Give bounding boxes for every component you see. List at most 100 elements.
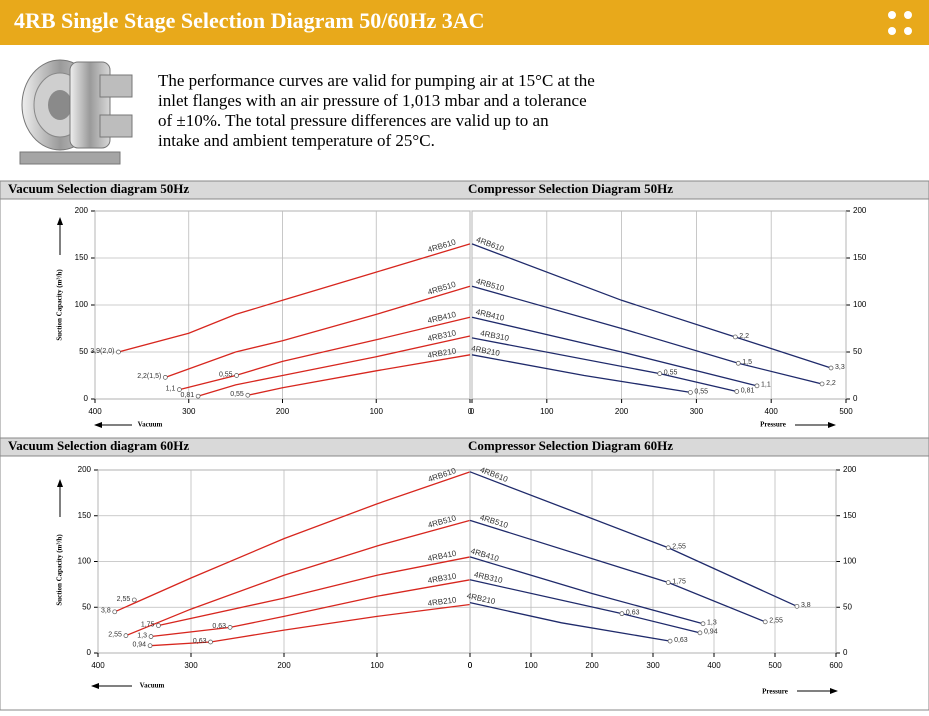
x-tick-label: 400 <box>765 407 779 416</box>
x-tick-label: 300 <box>182 407 196 416</box>
y-tick-label: 200 <box>843 465 857 474</box>
y-tick-label: 150 <box>75 253 89 262</box>
series-line <box>471 354 691 394</box>
x-tick-label: 400 <box>88 407 102 416</box>
annotation-point <box>116 349 121 355</box>
chart-title: Compressor Selection Diagram 50Hz <box>468 181 673 196</box>
annotation-label: 2,55 <box>769 618 783 625</box>
annotation-label: 0,94 <box>704 629 718 636</box>
annotation-label: 1,3 <box>137 632 147 639</box>
series-line <box>247 354 471 396</box>
annotation-point <box>762 619 768 625</box>
annotation-point <box>697 630 703 636</box>
series-label: 4RB410 <box>475 307 506 322</box>
blower-image <box>19 59 133 165</box>
annotation-point <box>734 389 740 394</box>
annotation-point <box>195 393 201 399</box>
series-line <box>150 579 471 638</box>
annotation-label: 0,55 <box>230 391 244 398</box>
y-tick-label: 50 <box>82 602 91 611</box>
series-line <box>118 243 471 353</box>
x-axis-label: Vacuum <box>138 421 163 429</box>
annotation-label: 2,2 <box>826 380 836 387</box>
series-label: 4RB310 <box>427 328 458 343</box>
series-line <box>469 602 671 642</box>
annotation-point <box>754 383 760 389</box>
annotation-label: 1,3 <box>707 620 717 627</box>
annotation-label: 1,75 <box>672 578 686 585</box>
annotation-point <box>735 360 741 366</box>
annotation-label: 0,81 <box>181 392 195 399</box>
annotation-label: 0,55 <box>219 371 233 378</box>
series-line <box>179 316 471 391</box>
header-dots <box>888 11 912 35</box>
annotation-label: 3,8 <box>801 602 811 609</box>
x-tick-label: 100 <box>540 407 554 416</box>
annotation-label: 2,55 <box>117 596 131 603</box>
annotation-point <box>123 633 129 638</box>
x-tick-label: 100 <box>524 661 538 670</box>
y-tick-label: 0 <box>853 394 858 403</box>
annotation-label: 3,8 <box>101 608 111 615</box>
x-tick-label: 300 <box>646 661 660 670</box>
y-tick-label: 0 <box>87 648 92 657</box>
annotation-point <box>162 375 168 380</box>
x-tick-label: 500 <box>839 407 853 416</box>
x-tick-label: 500 <box>768 661 782 670</box>
series-line <box>158 556 471 627</box>
annotation-label: 1,75 <box>141 621 155 628</box>
y-tick-label: 100 <box>853 300 867 309</box>
y-tick-label: 100 <box>78 557 92 566</box>
x-tick-label: 200 <box>615 407 629 416</box>
annotation-label: 3,3 <box>835 364 845 371</box>
annotation-label: 0,63 <box>626 609 640 616</box>
header-bar <box>0 0 929 45</box>
y-tick-label: 150 <box>843 511 857 520</box>
annotation-label: 0,63 <box>674 637 688 644</box>
annotation-point <box>819 381 825 387</box>
y-tick-label: 0 <box>84 394 89 403</box>
y-axis-label: Suction Capacity (m³/h) <box>56 534 64 606</box>
x-tick-label: 400 <box>91 661 105 670</box>
x-axis-label: Pressure <box>760 421 786 429</box>
intro-line: The performance curves are valid for pum… <box>158 71 595 90</box>
series-label: 4RB410 <box>427 310 458 326</box>
annotation-label: 0,81 <box>741 387 755 394</box>
y-tick-label: 0 <box>843 648 848 657</box>
annotation-point <box>227 625 233 630</box>
x-axis-label: Pressure <box>762 688 788 696</box>
series-label: 4RB210 <box>466 591 497 606</box>
chart-title: Compressor Selection Diagram 60Hz <box>468 438 673 453</box>
series-line <box>469 471 798 607</box>
annotation-label: 0,55 <box>664 369 678 376</box>
annotation-point <box>794 603 800 609</box>
series-line <box>197 335 471 397</box>
annotation-point <box>112 609 118 615</box>
annotation-point <box>177 387 182 392</box>
annotation-point <box>619 611 625 617</box>
x-tick-label: 200 <box>276 407 290 416</box>
annotation-label: 0,55 <box>694 388 708 395</box>
annotation-point <box>147 643 153 649</box>
x-tick-label: 0 <box>470 407 475 416</box>
series-line <box>471 285 823 385</box>
annotation-label: 0,63 <box>212 623 226 630</box>
x-tick-label: 300 <box>690 407 704 416</box>
annotation-label: 3,9(2,0) <box>90 348 114 355</box>
x-tick-label: 200 <box>277 661 291 670</box>
series-line <box>150 603 471 647</box>
intro-line: intake and ambient temperature of 25°C. <box>158 131 435 150</box>
header-title: 4RB Single Stage Selection Diagram 50/60… <box>14 8 485 33</box>
x-tick-label: 300 <box>184 661 198 670</box>
annotation-label: 2,55 <box>672 544 686 551</box>
y-tick-label: 200 <box>78 465 92 474</box>
x-tick-label: 0 <box>468 661 473 670</box>
intro-line: inlet flanges with an air pressure of 1,… <box>158 91 587 110</box>
annotation-point <box>700 621 706 627</box>
annotation-point <box>208 639 213 645</box>
annotation-point <box>234 373 239 378</box>
annotation-point <box>732 334 738 340</box>
annotation-point <box>665 545 671 551</box>
annotation-point <box>245 392 251 398</box>
